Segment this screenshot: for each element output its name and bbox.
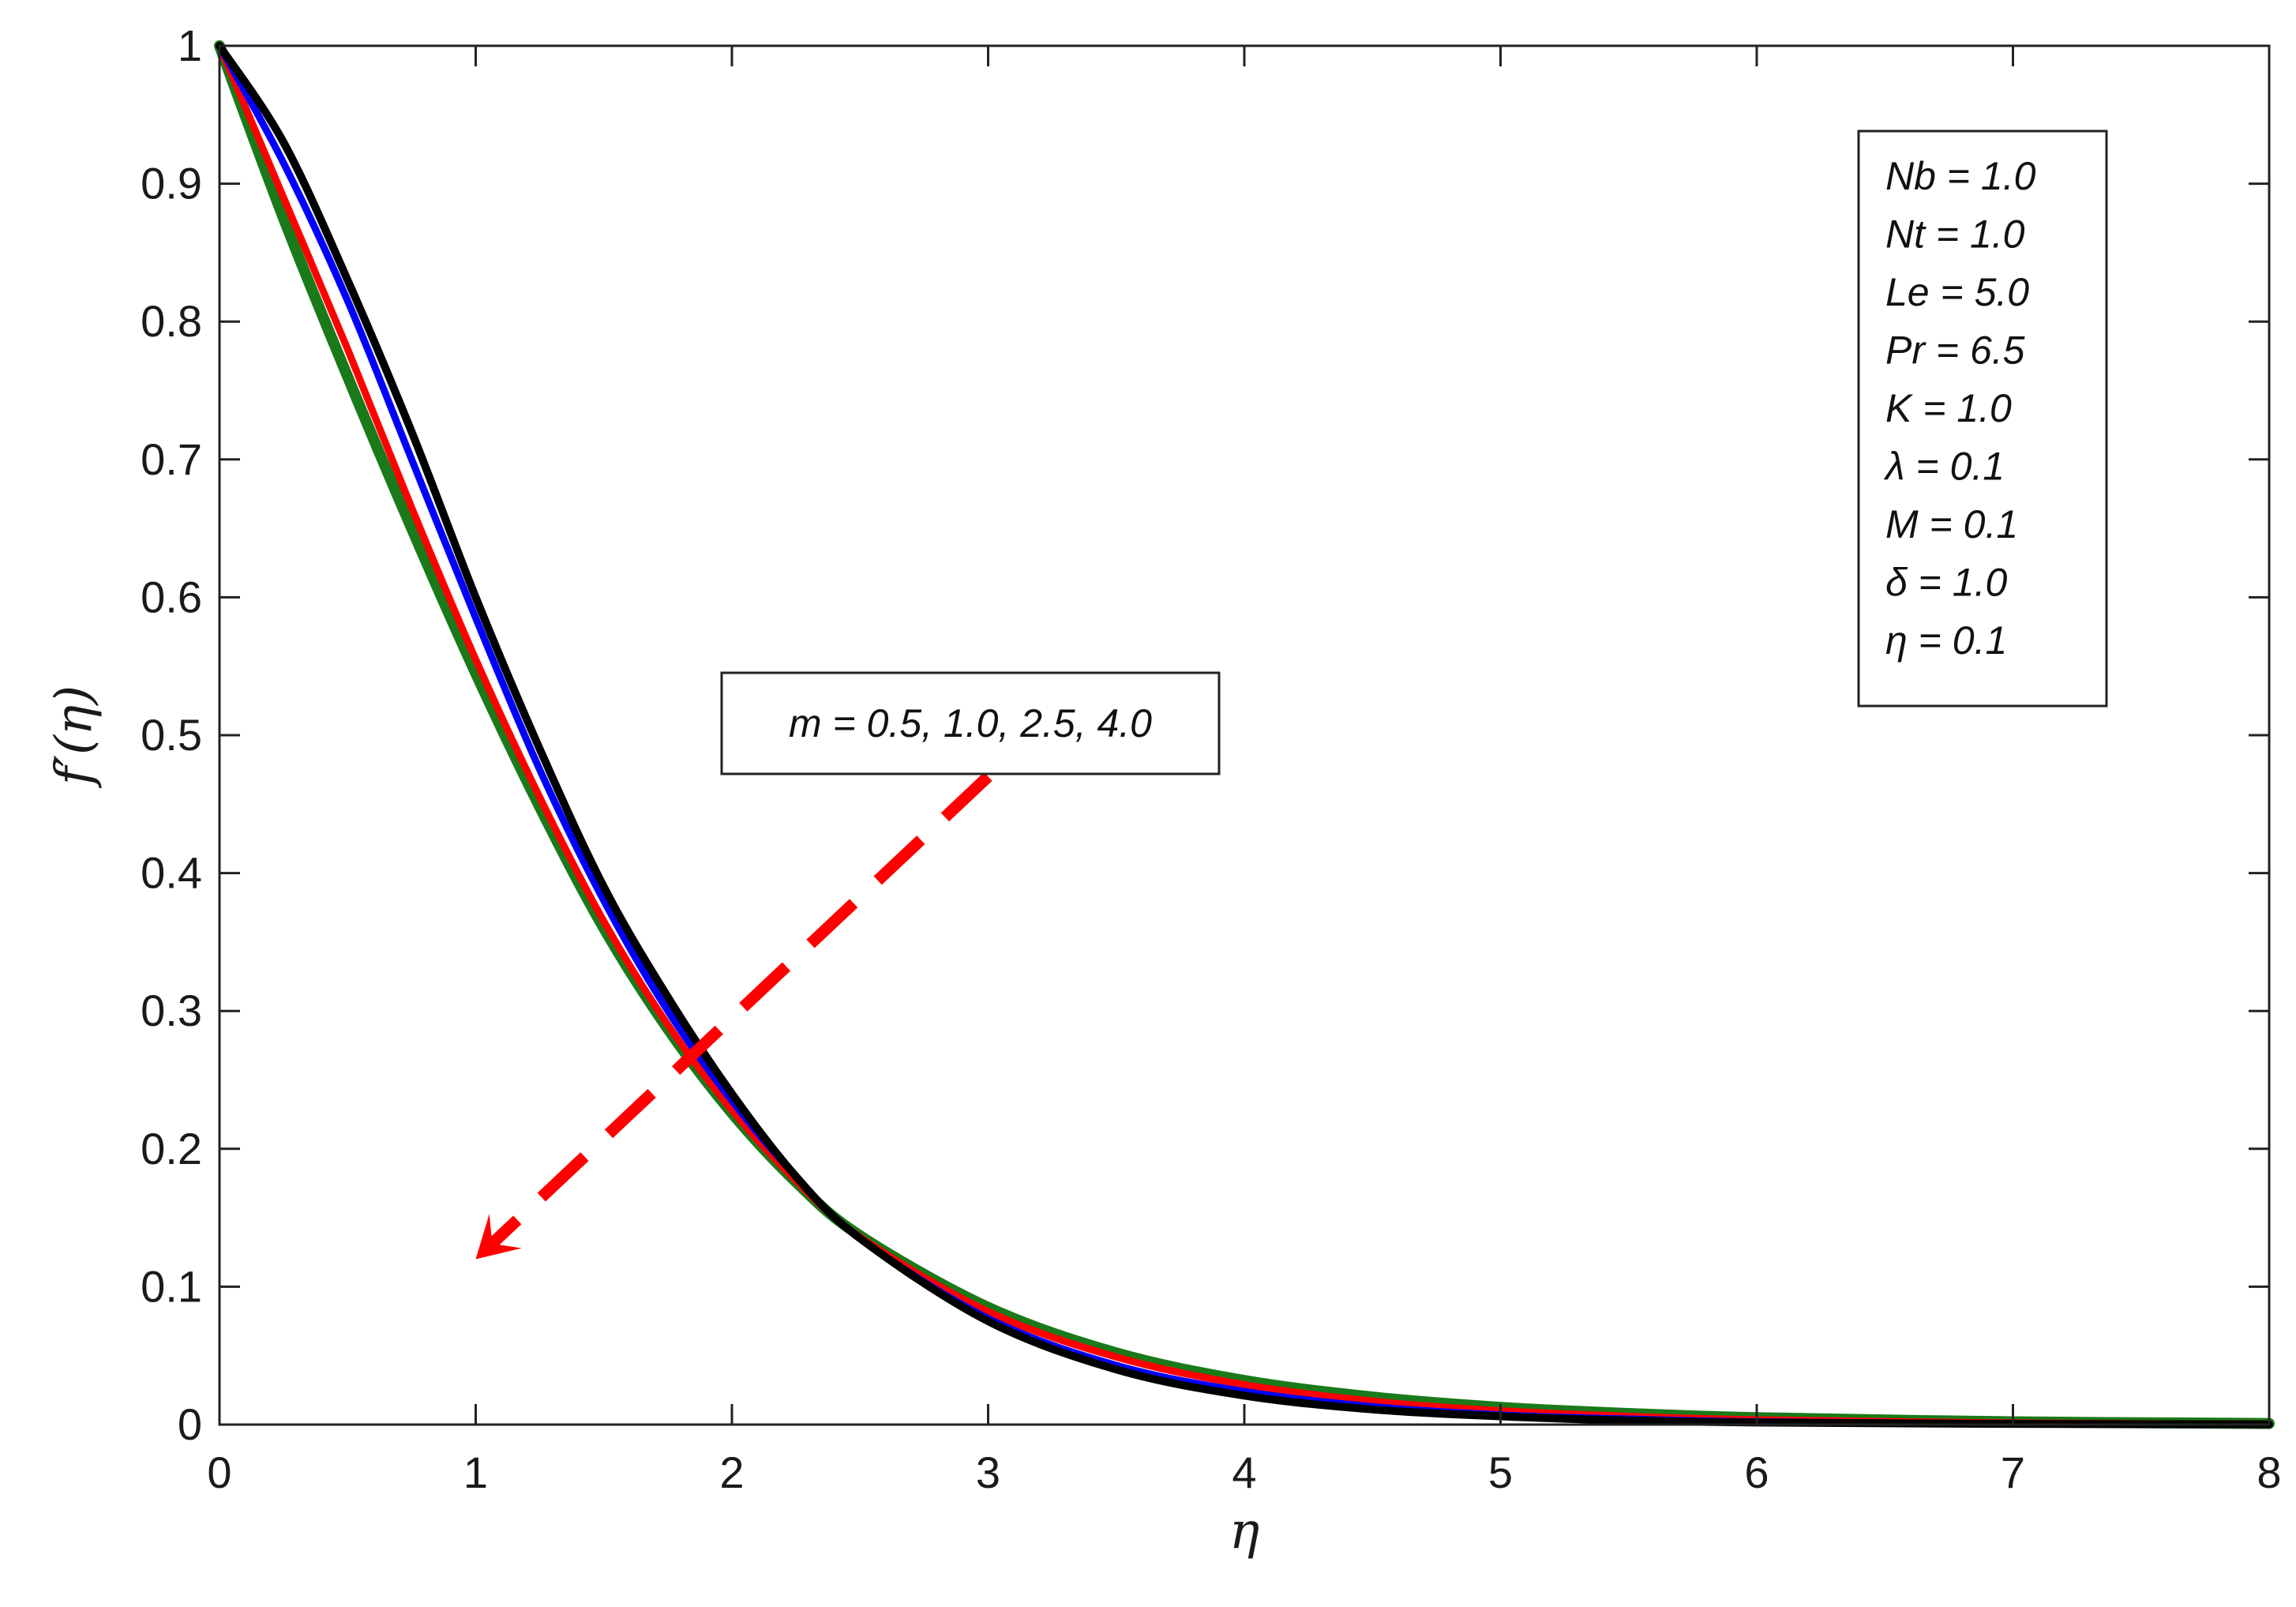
parameter-line: Nt = 1.0 — [1885, 212, 2025, 257]
y-tick-label: 1 — [178, 21, 202, 70]
annotation-box-frame — [720, 671, 1221, 775]
parameter-line: Le = 5.0 — [1885, 270, 2029, 314]
x-tick-label: 3 — [976, 1447, 1000, 1497]
x-tick-label: 5 — [1488, 1447, 1513, 1497]
trend-arrow — [475, 772, 992, 1260]
series-layer — [214, 40, 2275, 1429]
x-tick-label: 7 — [2001, 1447, 2025, 1497]
series-line-1 — [216, 42, 2273, 1429]
ticks-layer: 0 1 2 3 4 5 6 7 8 0 0.1 0.2 0.3 0.4 0.5 0.6 0.7 0.8 0.9 1 — [141, 21, 2281, 1497]
parameter-line: M = 0.1 — [1885, 502, 2018, 546]
parameter-line: η = 0.1 — [1885, 618, 2007, 663]
x-tick-label: 6 — [1744, 1447, 1769, 1497]
x-tick-label: 0 — [207, 1447, 231, 1497]
parameter-line: Pr = 6.5 — [1885, 329, 2025, 373]
parameter-line: Nb = 1.0 — [1885, 154, 2036, 198]
annotation-box: m = 0.5, 1.0, 2.5, 4.0 — [720, 671, 1221, 775]
y-tick-label: 0.4 — [141, 848, 202, 898]
y-tick-label: 0.1 — [141, 1261, 202, 1311]
x-tick-label: 1 — [463, 1447, 488, 1497]
y-tick-label: 0.9 — [141, 159, 202, 208]
y-tick-label: 0.6 — [141, 572, 202, 621]
x-tick-label: 2 — [719, 1447, 744, 1497]
y-tick-label: 0.3 — [141, 986, 202, 1035]
y-tick-label: 0 — [178, 1399, 202, 1449]
parameter-line: δ = 1.0 — [1885, 561, 2007, 605]
parameter-line: K = 1.0 — [1885, 386, 2012, 430]
trend-arrow-shaft — [482, 772, 992, 1253]
x-tick-label: 8 — [2257, 1447, 2281, 1497]
parameter-box: Nb = 1.0 Nt = 1.0 Le = 5.0 Pr = 6.5 K = 1.0 λ… — [1857, 130, 2108, 708]
trend-arrow-head — [475, 1213, 522, 1260]
parameter-box-frame — [1857, 130, 2108, 708]
y-tick-label: 0.7 — [141, 434, 202, 484]
x-axis-label: η — [1229, 1502, 1259, 1560]
y-axis-label: f′(η) — [45, 685, 103, 789]
y-tick-label: 0.5 — [141, 710, 202, 760]
y-tick-label: 0.8 — [141, 296, 202, 346]
y-tick-label: 0.2 — [141, 1124, 202, 1173]
parameter-line: λ = 0.1 — [1883, 445, 2005, 489]
annotation-text: m = 0.5, 1.0, 2.5, 4.0 — [789, 701, 1152, 745]
parameter-lines: Nb = 1.0 Nt = 1.0 Le = 5.0 Pr = 6.5 K = 1.0 λ… — [1883, 154, 2036, 663]
x-tick-label: 4 — [1232, 1447, 1256, 1497]
